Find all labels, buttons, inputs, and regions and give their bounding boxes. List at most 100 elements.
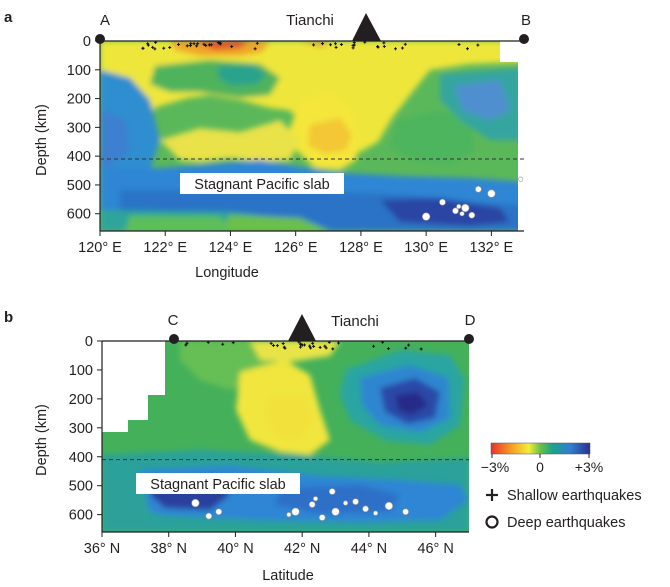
shallow-earthquake-point <box>394 47 398 51</box>
shallow-earthquake-point <box>189 42 193 46</box>
shallow-earthquake-point <box>323 344 327 348</box>
deep-earthquake-point <box>518 176 524 182</box>
shallow-earthquake-point <box>339 43 343 47</box>
deep-earthquake-point <box>352 498 359 505</box>
deep-earthquake-point <box>215 508 223 516</box>
shallow-earthquake-point <box>457 43 461 47</box>
deep-earthquake-point <box>384 501 394 511</box>
panel-label-b: b <box>4 309 13 326</box>
deep-earthquake-point <box>456 204 462 210</box>
shallow-earthquake-point <box>168 45 172 49</box>
deep-earthquake-point <box>331 507 340 516</box>
shallow-earthquake-point <box>202 42 206 46</box>
shallow-earthquake-point <box>407 343 411 347</box>
x-tick-label: 40° N <box>217 541 253 557</box>
y-tick-label: 500 <box>69 479 93 495</box>
slab-label-b: Stagnant Pacific slab <box>150 477 285 493</box>
shallow-earthquake-point <box>209 43 213 47</box>
shallow-earthquake-point <box>352 43 356 47</box>
shallow-earthquake-point <box>176 42 180 46</box>
colorbar: −3% 0 +3% <box>481 442 603 475</box>
deep-earthquake-point <box>205 512 213 520</box>
legend-shallow-label: Shallow earthquakes <box>507 488 642 504</box>
endpoint-label-d: D <box>465 312 476 329</box>
shallow-earthquake-point <box>192 42 196 46</box>
y-tick-label: 100 <box>67 63 91 79</box>
colorbar-label-zero: 0 <box>536 459 544 475</box>
y-label-a: Depth (km) <box>34 104 50 176</box>
shallow-earthquake-point <box>300 343 304 347</box>
y-tick-label: 0 <box>83 34 91 50</box>
deep-earthquake-point <box>313 496 319 502</box>
shallow-earthquake-point <box>221 342 225 346</box>
endpoint-marker-a <box>95 34 105 44</box>
deep-earthquake-point <box>461 203 470 213</box>
y-tick-label: 200 <box>67 92 91 108</box>
shallow-earthquake-point <box>311 341 315 345</box>
shallow-earthquake-point <box>255 41 259 45</box>
shallow-earthquake-point <box>386 347 390 351</box>
colorbar-label-min: −3% <box>481 459 509 475</box>
shallow-earthquake-point <box>151 45 155 49</box>
endpoint-marker-b <box>519 34 529 44</box>
shallow-earthquake-point <box>337 341 341 345</box>
volcano-icon-a <box>352 13 381 41</box>
volcano-icon-b <box>288 314 316 341</box>
endpoint-label-a: A <box>100 12 110 29</box>
shallow-earthquake-point <box>476 43 480 47</box>
x-tick-label: 44° N <box>351 541 387 557</box>
y-tick-label: 100 <box>69 363 93 379</box>
deep-earthquake-point <box>468 211 476 219</box>
deep-earthquake-point <box>452 207 459 215</box>
slab-label-a: Stagnant Pacific slab <box>194 177 329 193</box>
deep-earthquake-point <box>422 212 431 221</box>
x-ticks-a: 120° E 122° E 124° E 126° E 128° E 130° E 132°… <box>78 231 514 256</box>
y-tick-label: 500 <box>67 178 91 194</box>
shallow-earthquake-point <box>309 346 313 350</box>
deep-earthquake-point <box>475 185 482 193</box>
x-tick-label: 124° E <box>209 240 253 256</box>
y-label-b: Depth (km) <box>34 404 50 476</box>
deep-earthquake-point <box>362 505 369 513</box>
cross-icon <box>486 489 498 501</box>
shallow-earthquake-point <box>196 42 200 46</box>
deep-earthquake-point <box>291 507 300 516</box>
y-tick-label: 0 <box>85 334 93 350</box>
shallow-earthquake-point <box>376 45 380 49</box>
y-ticks-b: 0 100 200 300 400 500 600 <box>69 334 102 524</box>
tianchi-label-a: Tianchi <box>286 12 334 29</box>
shallow-earthquake-point <box>218 42 222 46</box>
x-tick-label: 42° N <box>284 541 320 557</box>
slab-label-box-a <box>180 173 344 194</box>
x-tick-label: 120° E <box>78 240 122 256</box>
endpoint-label-c: C <box>168 312 179 329</box>
deep-earthquake-point <box>286 512 292 518</box>
shallow-earthquake-point <box>271 344 275 348</box>
deep-earthquake-point <box>343 500 349 506</box>
shallow-earthquake-point <box>382 41 386 45</box>
shallow-earthquake-point <box>320 42 324 46</box>
shallow-earthquake-point <box>308 344 312 348</box>
deep-earthquake-point <box>328 488 336 495</box>
shallow-earthquake-point <box>324 346 328 350</box>
legend: Shallow earthquakes Deep earthquakes <box>485 488 642 531</box>
shallow-earthquake-point <box>382 44 386 48</box>
shallow-earthquake-point <box>312 43 316 47</box>
deep-earthquake-point <box>439 198 446 206</box>
panel-label-a: a <box>4 9 13 26</box>
colorbar-gradient <box>490 442 591 455</box>
y-tick-label: 600 <box>67 207 91 223</box>
shallow-earthquake-point <box>185 341 189 345</box>
shallow-earthquake-point <box>162 46 166 50</box>
shallow-earthquake-point <box>312 344 316 348</box>
x-tick-label: 130° E <box>404 240 448 256</box>
y-ticks-a: 0 100 200 300 400 500 600 <box>67 34 100 223</box>
shallow-earthquakes-a <box>141 40 480 51</box>
shallow-earthquake-point <box>141 46 145 50</box>
shallow-earthquake-point <box>372 344 376 348</box>
deep-earthquake-point <box>402 508 409 516</box>
shallow-earthquake-point <box>465 47 469 51</box>
tomography-map-a <box>100 41 524 231</box>
shallow-earthquake-point <box>283 346 287 350</box>
panel-b: b <box>4 309 476 584</box>
